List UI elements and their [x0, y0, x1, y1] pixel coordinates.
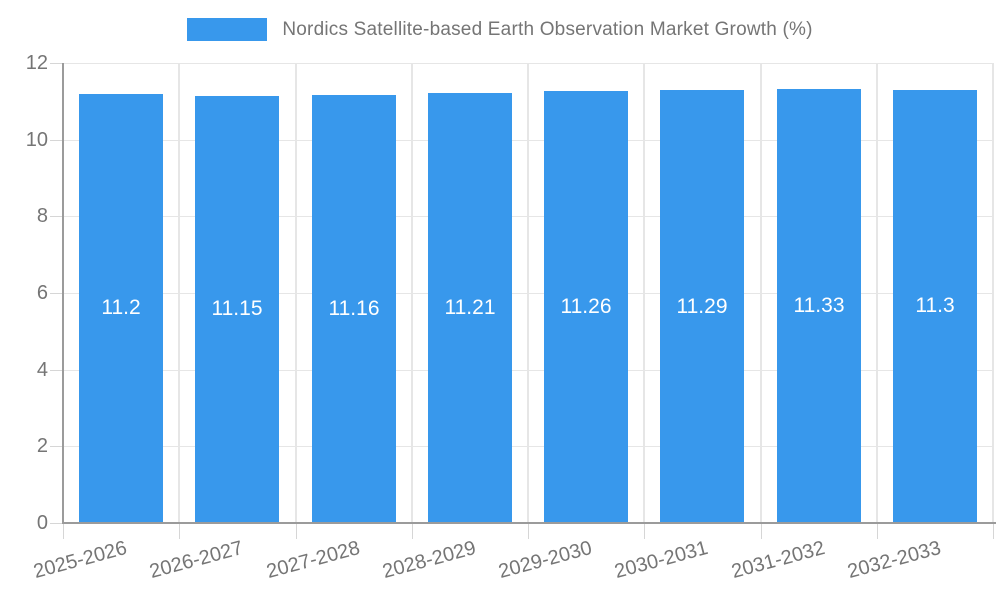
- x-axis-tick-label: 2028-2029: [380, 537, 479, 584]
- x-axis-tick: [644, 523, 645, 539]
- legend-swatch: [187, 18, 268, 41]
- y-axis-line: [62, 63, 64, 523]
- chart-legend: Nordics Satellite-based Earth Observatio…: [0, 18, 1000, 41]
- x-axis-tick: [761, 523, 762, 539]
- x-axis-tick-label: 2031-2032: [729, 537, 828, 584]
- x-axis-tick-label: 2029-2030: [496, 537, 595, 584]
- bar-value-label: 11.26: [560, 295, 612, 318]
- x-gridline: [643, 63, 645, 523]
- x-gridline: [527, 63, 529, 523]
- y-axis-tick: [50, 63, 63, 64]
- y-axis-tick: [50, 140, 63, 141]
- bar: [79, 94, 163, 523]
- bar-value-label: 11.15: [211, 297, 263, 320]
- bar-value-label: 11.2: [101, 296, 141, 319]
- bar-value-label: 11.21: [444, 296, 496, 319]
- bar: [893, 90, 977, 523]
- y-axis-tick: [50, 370, 63, 371]
- bar: [544, 91, 628, 523]
- y-axis-tick-label: 4: [36, 359, 48, 381]
- x-axis-tick-label: 2030-2031: [612, 537, 711, 584]
- x-axis-tick-label: 2032-2033: [845, 537, 944, 584]
- x-axis-tick: [296, 523, 297, 539]
- x-axis-tick: [993, 523, 994, 539]
- chart-title: Nordics Satellite-based Earth Observatio…: [282, 18, 813, 40]
- bar-value-label: 11.16: [328, 297, 380, 320]
- x-axis-tick-label: 2025-2026: [31, 537, 130, 584]
- bar: [660, 90, 744, 523]
- y-axis-tick-label: 12: [25, 52, 48, 74]
- y-axis-tick: [50, 446, 63, 447]
- y-axis-tick-label: 10: [25, 129, 48, 151]
- x-axis-tick-label: 2027-2028: [264, 537, 363, 584]
- y-axis-tick: [50, 216, 63, 217]
- bar: [195, 96, 279, 523]
- x-gridline: [178, 63, 180, 523]
- bar-value-label: 11.3: [915, 294, 955, 317]
- x-axis-line: [62, 522, 996, 524]
- x-gridline: [760, 63, 762, 523]
- y-axis-tick-label: 8: [36, 205, 48, 227]
- x-gridline: [295, 63, 297, 523]
- x-axis-tick: [412, 523, 413, 539]
- y-axis-tick-label: 0: [36, 512, 48, 534]
- y-axis-tick: [50, 293, 63, 294]
- x-axis-tick-label: 2026-2027: [147, 537, 246, 584]
- bar-value-label: 11.33: [793, 294, 845, 317]
- y-axis-tick-label: 2: [36, 435, 48, 457]
- x-axis-tick: [528, 523, 529, 539]
- x-axis-tick: [877, 523, 878, 539]
- x-axis-tick: [63, 523, 64, 539]
- x-axis-tick: [179, 523, 180, 539]
- bar: [777, 89, 861, 523]
- bar: [428, 93, 512, 523]
- bar-value-label: 11.29: [676, 295, 728, 318]
- y-axis-tick-label: 6: [36, 282, 48, 304]
- bar: [312, 95, 396, 523]
- x-gridline: [411, 63, 413, 523]
- y-axis-tick: [50, 523, 63, 524]
- x-gridline: [992, 63, 994, 523]
- x-gridline: [876, 63, 878, 523]
